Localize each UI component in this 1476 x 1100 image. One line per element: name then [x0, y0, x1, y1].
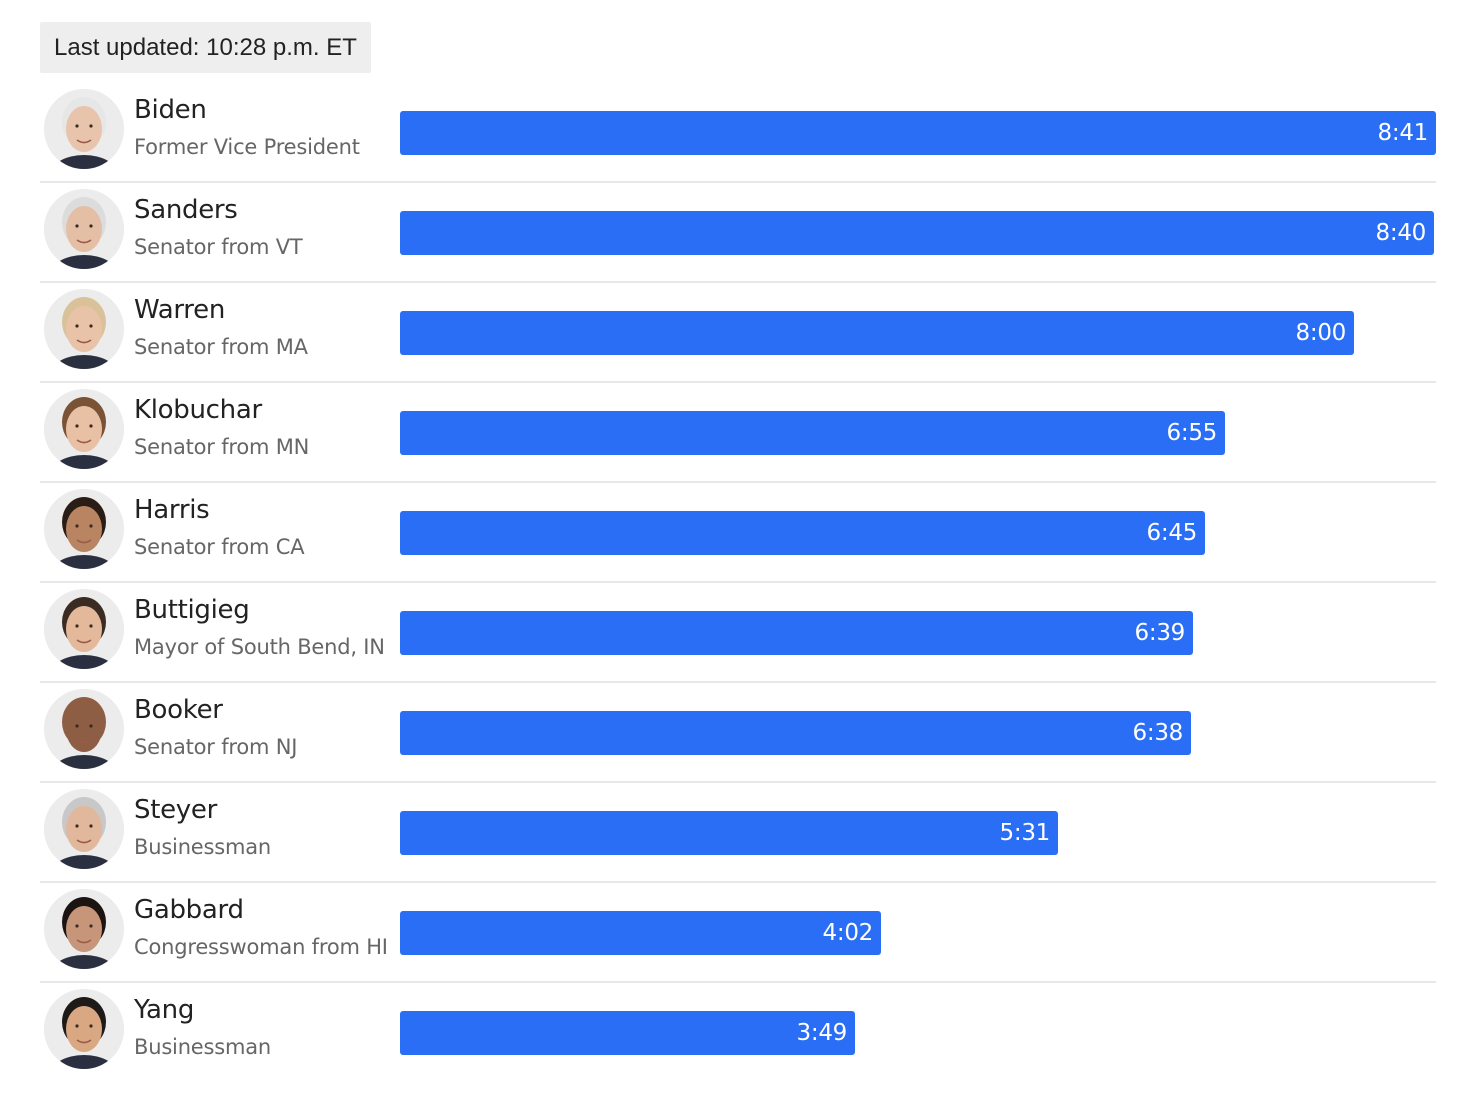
candidate-row: Harris Senator from CA 6:45 — [40, 483, 1436, 583]
candidate-name: Booker — [134, 695, 223, 725]
candidate-title: Senator from MA — [134, 335, 308, 359]
bar-value-label: 8:40 — [1375, 220, 1427, 246]
speaking-time-bar: 5:31 — [400, 811, 1058, 855]
steyer-avatar-icon — [44, 789, 124, 869]
candidate-row: Sanders Senator from VT 8:40 — [40, 183, 1436, 283]
bar-value-label: 8:00 — [1295, 320, 1347, 346]
speaking-time-bar: 6:39 — [400, 611, 1193, 655]
candidate-name: Steyer — [134, 795, 217, 825]
klobuchar-avatar-icon — [44, 389, 124, 469]
bar-track: 6:45 — [400, 511, 1436, 555]
candidate-row: Yang Businessman 3:49 — [40, 983, 1436, 1083]
sanders-avatar-icon — [44, 189, 124, 269]
candidate-name: Sanders — [134, 195, 238, 225]
candidate-row: Klobuchar Senator from MN 6:55 — [40, 383, 1436, 483]
candidate-row: Biden Former Vice President 8:41 — [40, 83, 1436, 183]
harris-avatar-icon — [44, 489, 124, 569]
candidate-row: Booker Senator from NJ 6:38 — [40, 683, 1436, 783]
bar-track: 8:40 — [400, 211, 1436, 255]
speaking-time-bar: 8:00 — [400, 311, 1354, 355]
candidate-row: Warren Senator from MA 8:00 — [40, 283, 1436, 383]
bar-value-label: 6:39 — [1134, 620, 1186, 646]
speaking-time-bar: 6:38 — [400, 711, 1191, 755]
bar-track: 6:55 — [400, 411, 1436, 455]
candidate-name: Warren — [134, 295, 226, 325]
yang-avatar-icon — [44, 989, 124, 1069]
bar-track: 8:41 — [400, 111, 1436, 155]
speaking-time-bar: 8:40 — [400, 211, 1434, 255]
candidate-title: Congresswoman from HI — [134, 935, 388, 959]
gabbard-avatar-icon — [44, 889, 124, 969]
biden-avatar-icon — [44, 89, 124, 169]
candidate-row: Gabbard Congresswoman from HI 4:02 — [40, 883, 1436, 983]
bar-value-label: 8:41 — [1377, 120, 1429, 146]
bar-value-label: 5:31 — [999, 820, 1051, 846]
candidate-title: Senator from CA — [134, 535, 305, 559]
last-updated-badge: Last updated: 10:28 p.m. ET — [40, 22, 371, 73]
bar-track: 4:02 — [400, 911, 1436, 955]
bar-value-label: 4:02 — [822, 920, 874, 946]
bar-track: 6:38 — [400, 711, 1436, 755]
speaking-time-bar: 4:02 — [400, 911, 881, 955]
buttigieg-avatar-icon — [44, 589, 124, 669]
bar-track: 3:49 — [400, 1011, 1436, 1055]
candidate-row: Buttigieg Mayor of South Bend, IN 6:39 — [40, 583, 1436, 683]
candidate-title: Senator from VT — [134, 235, 303, 259]
candidate-name: Harris — [134, 495, 210, 525]
candidate-title: Businessman — [134, 835, 272, 859]
candidate-title: Mayor of South Bend, IN — [134, 635, 385, 659]
candidate-title: Former Vice President — [134, 135, 360, 159]
warren-avatar-icon — [44, 289, 124, 369]
bar-value-label: 6:45 — [1146, 520, 1198, 546]
candidate-row: Steyer Businessman 5:31 — [40, 783, 1436, 883]
booker-avatar-icon — [44, 689, 124, 769]
candidate-name: Yang — [134, 995, 195, 1025]
bar-value-label: 3:49 — [796, 1020, 848, 1046]
speaking-time-bar: 8:41 — [400, 111, 1436, 155]
candidate-name: Biden — [134, 95, 207, 125]
bar-value-label: 6:55 — [1166, 420, 1218, 446]
bar-track: 5:31 — [400, 811, 1436, 855]
speaking-time-bar: 6:45 — [400, 511, 1205, 555]
bar-track: 8:00 — [400, 311, 1436, 355]
candidate-title: Senator from MN — [134, 435, 310, 459]
bar-track: 6:39 — [400, 611, 1436, 655]
candidate-title: Businessman — [134, 1035, 272, 1059]
candidate-title: Senator from NJ — [134, 735, 298, 759]
bar-value-label: 6:38 — [1132, 720, 1184, 746]
speaking-time-chart: Biden Former Vice President 8:41 Sanders Sen… — [40, 83, 1436, 1083]
speaking-time-bar: 3:49 — [400, 1011, 855, 1055]
candidate-name: Buttigieg — [134, 595, 250, 625]
candidate-name: Gabbard — [134, 895, 244, 925]
speaking-time-bar: 6:55 — [400, 411, 1225, 455]
candidate-name: Klobuchar — [134, 395, 262, 425]
